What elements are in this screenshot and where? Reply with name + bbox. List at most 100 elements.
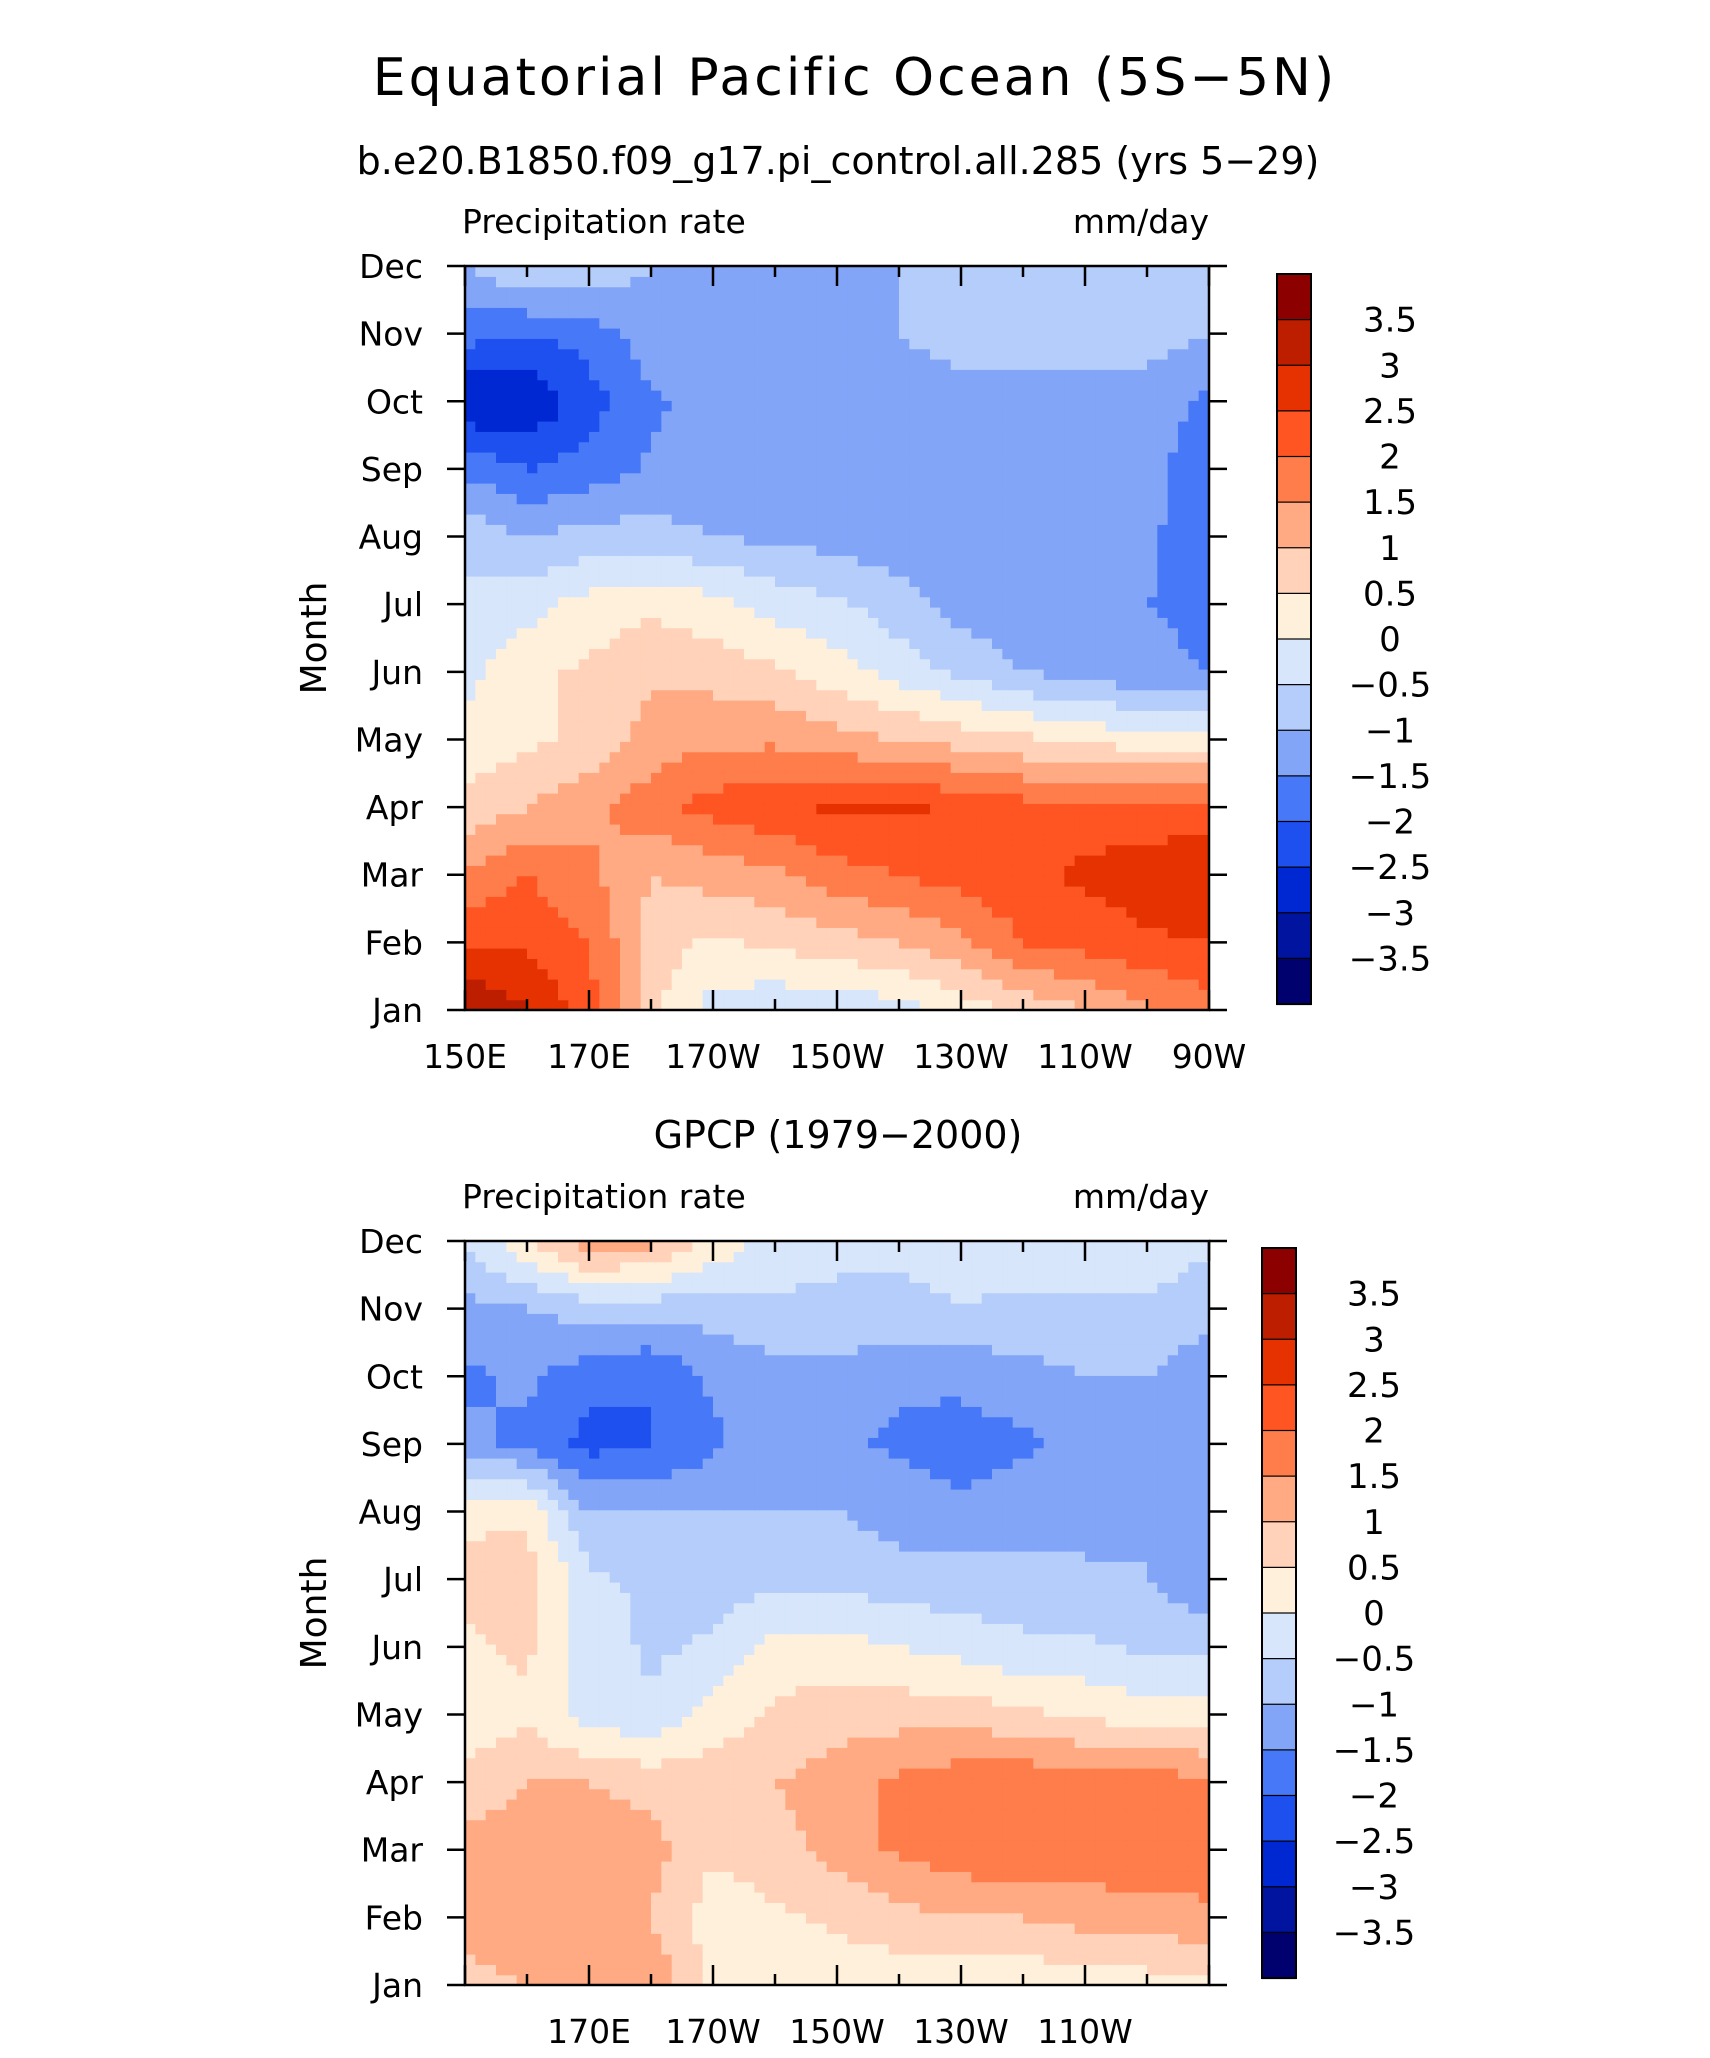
contour-cell <box>1023 793 1034 804</box>
contour-cell <box>888 493 900 505</box>
contour-cell <box>744 421 755 432</box>
contour-cell <box>1126 658 1138 670</box>
contour-cell <box>640 937 652 949</box>
contour-cell <box>785 669 797 680</box>
contour-cell <box>1085 348 1096 360</box>
contour-cell <box>661 741 673 753</box>
contour-cell <box>930 328 941 339</box>
contour-cell <box>1167 348 1179 360</box>
contour-cell <box>589 431 600 443</box>
contour-cell <box>1002 700 1014 711</box>
contour-cell <box>816 648 828 660</box>
contour-cell <box>527 565 538 577</box>
contour-cell <box>992 359 1003 370</box>
contour-cell <box>930 948 941 959</box>
contour-cell <box>516 948 528 959</box>
contour-cell <box>775 452 786 463</box>
contour-cell <box>1105 648 1117 660</box>
contour-cell <box>754 462 766 474</box>
contour-cell <box>558 968 569 980</box>
contour-cell <box>1188 917 1200 928</box>
contour-cell <box>506 658 518 670</box>
contour-cell <box>733 514 745 525</box>
contour-cell <box>764 410 776 422</box>
contour-cell <box>795 503 807 515</box>
contour-cell <box>1198 824 1209 835</box>
contour-cell <box>516 968 528 980</box>
contour-cell <box>961 689 972 701</box>
contour-cell <box>919 937 931 949</box>
contour-cell <box>1023 844 1034 856</box>
contour-cell <box>589 379 600 391</box>
contour-cell <box>837 710 848 722</box>
contour-cell <box>465 503 476 515</box>
contour-cell <box>1064 803 1076 815</box>
contour-cell <box>1188 297 1200 308</box>
contour-cell <box>1188 452 1200 463</box>
contour-cell <box>578 813 590 825</box>
contour-cell <box>992 937 1003 949</box>
contour-cell <box>1105 297 1117 308</box>
contour-cell <box>1074 658 1086 670</box>
contour-cell <box>1085 441 1096 453</box>
contour-cell <box>1085 648 1096 660</box>
contour-cell <box>971 782 983 794</box>
contour-cell <box>485 586 497 598</box>
contour-cell <box>609 875 621 887</box>
contour-cell <box>1085 565 1096 577</box>
contour-cell <box>785 999 797 1010</box>
contour-cell <box>775 379 786 391</box>
contour-cell <box>1188 565 1200 577</box>
contour-cell <box>1136 390 1148 401</box>
contour-cell <box>909 317 921 329</box>
contour-cell <box>940 989 952 1001</box>
contour-cell <box>1126 927 1138 939</box>
contour-cell <box>1178 803 1189 815</box>
contour-cell <box>795 948 807 959</box>
contour-cell <box>1023 865 1034 877</box>
contour-cell <box>589 317 600 329</box>
contour-cell <box>558 441 569 453</box>
contour-cell <box>713 937 724 949</box>
contour-cell <box>992 452 1003 463</box>
contour-cell <box>1002 865 1014 877</box>
contour-cell <box>1085 390 1096 401</box>
contour-cell <box>620 679 631 691</box>
contour-cell <box>1033 534 1045 546</box>
contour-cell <box>465 565 476 577</box>
contour-cell <box>795 534 807 546</box>
contour-cell <box>981 648 993 660</box>
contour-cell <box>919 400 931 412</box>
contour-cell <box>857 421 869 432</box>
contour-cell <box>1064 658 1076 670</box>
contour-cell <box>578 917 590 928</box>
contour-cell <box>744 431 755 443</box>
contour-cell <box>785 514 797 525</box>
contour-cell <box>713 948 724 959</box>
contour-cell <box>651 514 662 525</box>
contour-cell <box>702 379 714 391</box>
contour-cell <box>496 638 507 649</box>
contour-cell <box>888 906 900 918</box>
contour-cell <box>1074 979 1086 990</box>
contour-cell <box>971 452 983 463</box>
contour-cell <box>1136 813 1148 825</box>
contour-cell <box>1002 379 1014 391</box>
contour-cell <box>1147 369 1158 381</box>
contour-cell <box>919 410 931 422</box>
contour-cell <box>1074 586 1086 598</box>
contour-cell <box>1136 359 1148 370</box>
contour-cell <box>971 410 983 422</box>
contour-cell <box>764 317 776 329</box>
contour-cell <box>465 524 476 536</box>
contour-cell <box>630 379 642 391</box>
contour-cell <box>754 741 766 753</box>
contour-cell <box>1147 896 1158 908</box>
contour-cell <box>661 906 673 918</box>
contour-cell <box>609 586 621 598</box>
contour-cell <box>1012 813 1024 825</box>
contour-cell <box>888 545 900 556</box>
contour-cell <box>465 607 476 618</box>
contour-cell <box>961 865 972 877</box>
contour-cell <box>764 762 776 773</box>
